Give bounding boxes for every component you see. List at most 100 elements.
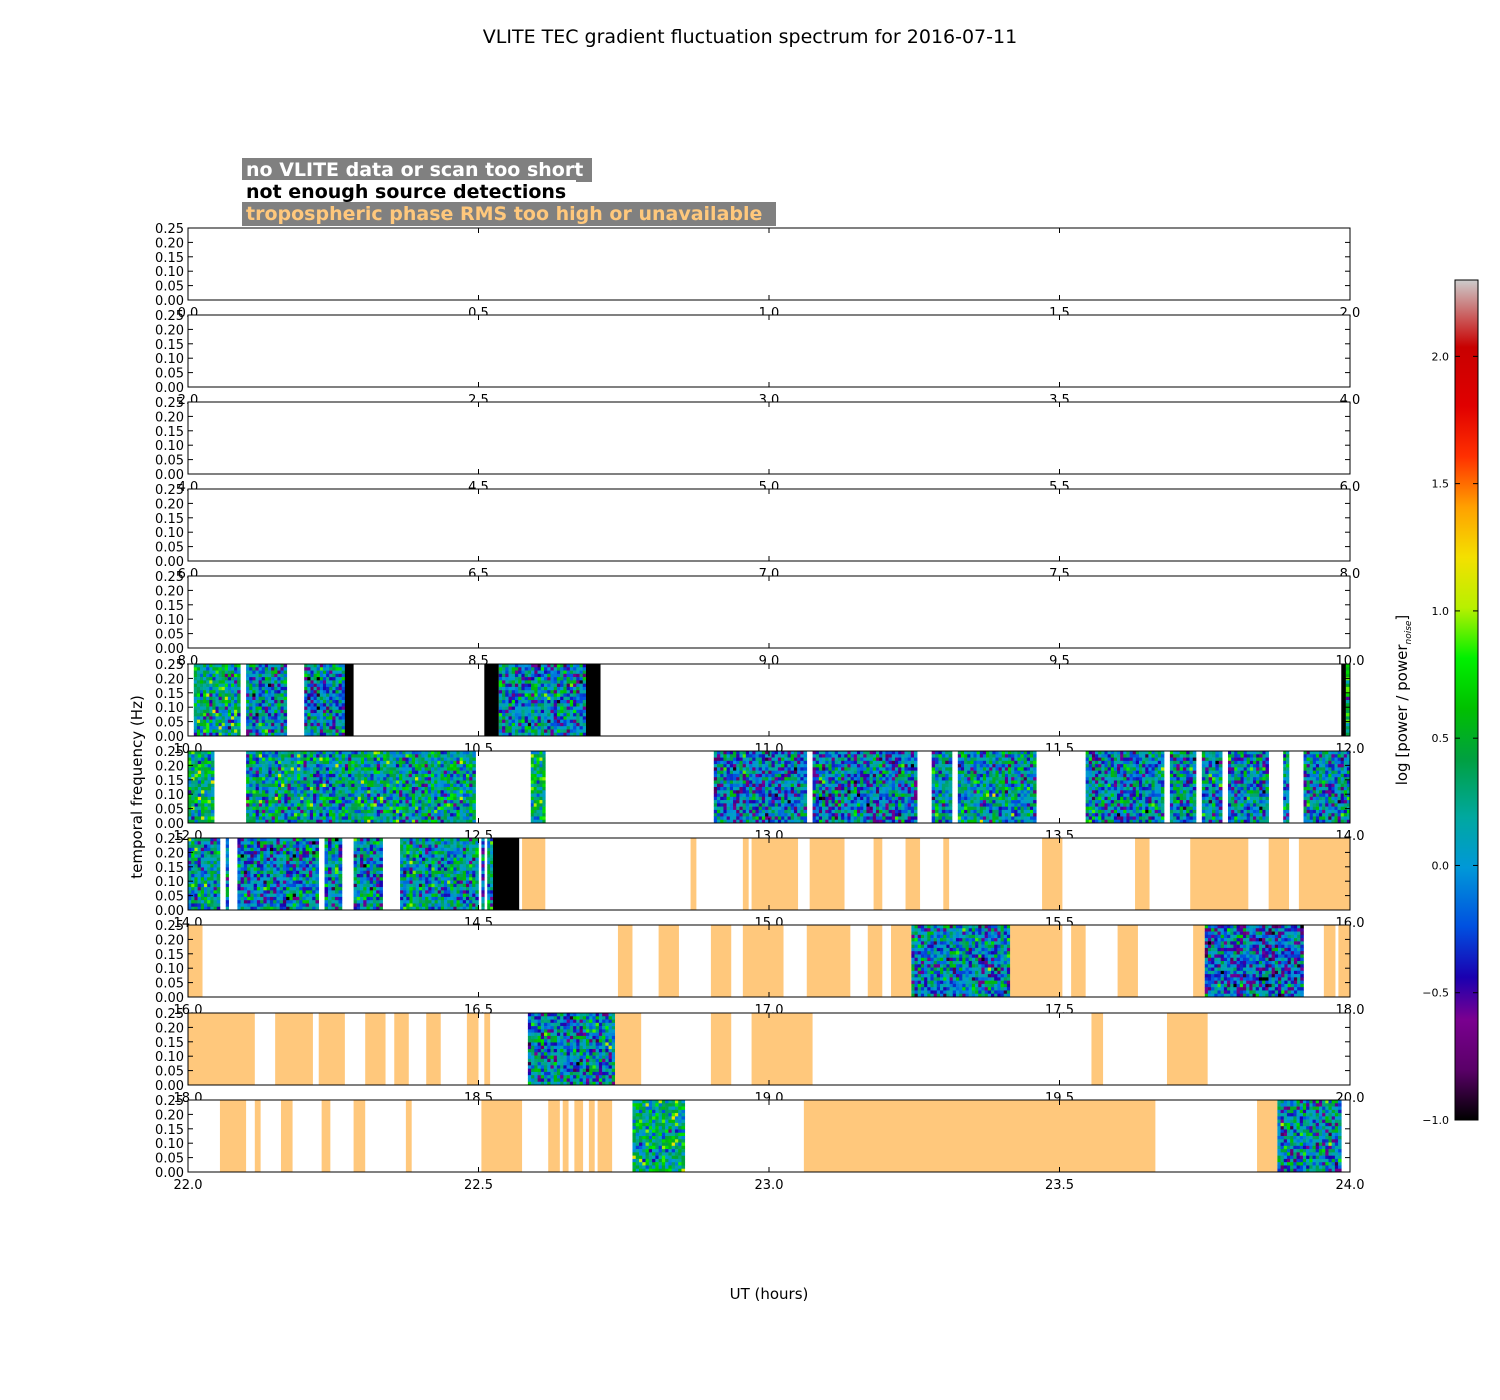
spectrum-cell	[566, 719, 571, 724]
spectrum-cell	[316, 754, 320, 758]
spectrum-cell	[573, 670, 577, 675]
spectrum-cell	[777, 806, 782, 811]
spectrum-cell	[227, 703, 232, 707]
spectrum-cell	[261, 713, 266, 717]
spectrum-cell	[553, 690, 558, 694]
spectrum-cell	[752, 751, 756, 755]
spectrum-cell	[907, 767, 912, 771]
spectrum-cell	[514, 680, 519, 684]
spectrum-cell	[206, 700, 210, 704]
spectrum-cell	[837, 793, 842, 798]
spectrum-cell	[539, 754, 543, 758]
spectrum-cell	[338, 787, 343, 791]
spectrum-cell	[450, 751, 454, 755]
spectrum-cell	[203, 693, 207, 698]
spectrum-cell	[521, 732, 525, 737]
spectrum-cell	[329, 673, 333, 678]
spectrum-cell	[505, 716, 509, 720]
spectrum-cell	[212, 703, 216, 707]
spectrum-cell	[803, 787, 808, 791]
spectrum-cell	[221, 713, 226, 717]
spectrum-cell	[508, 696, 513, 701]
spectrum-cell	[566, 690, 571, 694]
spectrum-cell	[221, 709, 226, 714]
spectrum-cell	[201, 803, 205, 807]
spectrum-cell	[326, 690, 330, 694]
spectrum-cell	[203, 726, 207, 730]
spectrum-cell	[768, 790, 772, 794]
spectrum-cell	[822, 780, 826, 785]
spectrum-cell	[319, 800, 323, 804]
spectrum-cell	[784, 790, 788, 794]
spectrum-cell	[537, 709, 542, 714]
spectrum-cell	[370, 806, 374, 811]
spectrum-cell	[815, 787, 820, 791]
spectrum-cell	[261, 700, 266, 704]
spectrum-cell	[885, 793, 889, 798]
spectrum-cell	[405, 777, 409, 781]
spectrum-cell	[373, 816, 378, 821]
spectrum-cell	[408, 751, 413, 755]
spectrum-cell	[258, 683, 263, 688]
spectrum-cell	[761, 777, 766, 781]
spectrum-cell	[818, 803, 823, 807]
spectrum-cell	[539, 780, 543, 785]
spectrum-cell	[271, 787, 276, 791]
spectrum-cell	[736, 780, 740, 785]
spectrum-cell	[284, 751, 288, 755]
spectrum-cell	[544, 722, 548, 727]
spectrum-cell	[573, 713, 577, 717]
spectrum-cell	[335, 800, 339, 804]
spectrum-cell	[405, 754, 409, 758]
spectrum-cell	[348, 783, 352, 788]
spectrum-cell	[542, 809, 546, 814]
spectrum-cell	[212, 732, 216, 737]
spectrum-cell	[265, 790, 269, 794]
spectrum-cell	[822, 767, 826, 771]
spectrum-cell	[246, 790, 250, 794]
spectrum-cell	[758, 800, 763, 804]
spectrum-cell	[765, 783, 769, 788]
spectrum-cell	[405, 770, 409, 775]
spectrum-cell	[440, 767, 445, 771]
spectrum-cell	[749, 780, 753, 785]
spectrum-cell	[277, 816, 282, 821]
spectrum-cell	[354, 773, 358, 778]
spectrum-cell	[530, 770, 534, 775]
spectrum-cell	[508, 680, 513, 684]
spectrum-cell	[304, 696, 308, 701]
spectrum-cell	[252, 751, 256, 755]
spectrum-cell	[540, 693, 545, 698]
spectrum-cell	[313, 693, 318, 698]
y-tick-label: 0.10	[155, 613, 184, 628]
spectrum-cell	[774, 760, 779, 765]
spectrum-cell	[733, 819, 737, 824]
y-tick-label: 0.05	[155, 716, 184, 731]
spectrum-cell	[418, 777, 422, 781]
spectrum-cell	[234, 709, 238, 714]
spectrum-cell	[440, 754, 445, 758]
spectrum-cell	[717, 796, 721, 801]
spectrum-cell	[882, 777, 886, 781]
spectrum-cell	[841, 780, 845, 785]
spectrum-cell	[325, 773, 330, 778]
spectrum-cell	[537, 732, 542, 737]
spectrum-cell	[828, 790, 832, 794]
spectrum-cell	[383, 787, 387, 791]
spectrum-cell	[749, 754, 753, 758]
spectrum-cell	[246, 816, 250, 821]
spectrum-cell	[392, 809, 397, 814]
spectrum-cell	[373, 787, 378, 791]
spectrum-cell	[518, 703, 522, 707]
spectrum-cell	[781, 803, 785, 807]
spectrum-cell	[297, 777, 301, 781]
spectrum-cell	[306, 770, 311, 775]
spectrum-cell	[553, 693, 558, 698]
spectrum-cell	[527, 693, 532, 698]
spectrum-cell	[717, 770, 721, 775]
spectrum-cell	[777, 767, 782, 771]
spectrum-cell	[576, 686, 580, 691]
spectrum-cell	[218, 690, 222, 694]
spectrum-cell	[261, 706, 266, 711]
spectrum-cell	[466, 790, 470, 794]
